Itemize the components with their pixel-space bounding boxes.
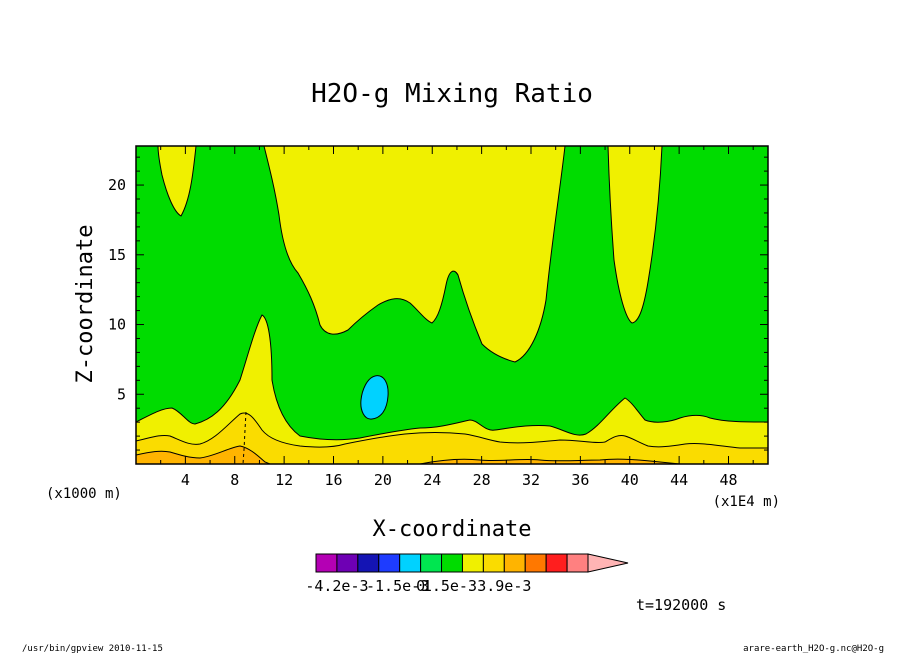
colorbar-swatch [399,553,422,573]
footer-right: arare-earth_H2O-g.nc@H2O-g [743,644,884,654]
z-unit-label: (x1000 m) [46,486,122,502]
x-tick-label: 44 [670,471,688,489]
y-axis-label: Z-coordinate [73,225,98,384]
contour-yellow-plume-left [157,146,197,217]
y-tick-label: 5 [117,385,126,403]
colorbar-swatch [378,553,401,573]
y-tick-label: 10 [108,316,126,334]
y-axis-ticks: 5 10 15 20 [108,156,768,451]
colorbar-swatch [420,553,443,573]
x-tick-label: 8 [230,471,239,489]
x-tick-label: 40 [621,471,639,489]
colorbar-swatch [336,553,359,573]
colorbar-label: -4.2e-3 [305,577,368,595]
colorbar-labels: -4.2e-3-1.5e-301.5e-3 3.9e-3 [305,577,531,595]
colorbar-swatch [441,553,463,573]
contour-orange-band [136,412,768,464]
chart-title: H2O-g Mixing Ratio [311,79,593,109]
colorbar [315,553,629,573]
colorbar-swatch [545,553,568,573]
contour-yellow-plume-right [607,146,663,324]
colorbar-label: 0 [416,577,425,595]
x-axis-label: X-coordinate [373,517,532,542]
contour-cyan-blob [360,375,389,420]
time-label: t=192000 s [636,596,726,614]
x-tick-label: 28 [473,471,491,489]
x-tick-label: 20 [374,471,392,489]
contour-field [136,146,768,464]
colorbar-swatch [461,553,484,573]
colorbar-label: -1.5e-3 [366,577,429,595]
colorbar-swatch [482,553,505,573]
x-tick-label: 4 [181,471,190,489]
x-tick-label: 16 [324,471,342,489]
colorbar-extend-arrow [587,553,629,573]
colorbar-label: 1.5e-3 [423,577,477,595]
x-axis-ticks: 4 8 12 16 20 24 28 32 36 40 44 48 [160,146,754,489]
colorbar-swatch [315,553,338,573]
x-tick-label: 32 [522,471,540,489]
x-tick-label: 48 [719,471,737,489]
colorbar-label: 3.9e-3 [477,577,531,595]
footer-left: /usr/bin/gpview 2010-11-15 [22,644,163,654]
colorbar-swatch [357,553,380,573]
x-tick-label: 12 [275,471,293,489]
y-tick-label: 15 [108,246,126,264]
x-tick-label: 36 [571,471,589,489]
colorbar-swatch [524,553,547,573]
contour-yellow-lower-band [136,314,768,464]
x-tick-label: 24 [423,471,441,489]
x-unit-label: (x1E4 m) [713,494,780,510]
colorbar-swatch [566,553,589,573]
colorbar-swatch [503,553,526,573]
y-tick-label: 20 [108,176,126,194]
contour-deep-orange-band [136,445,271,464]
contour-yellow-plume-center [263,146,566,363]
plot-frame [135,145,769,465]
